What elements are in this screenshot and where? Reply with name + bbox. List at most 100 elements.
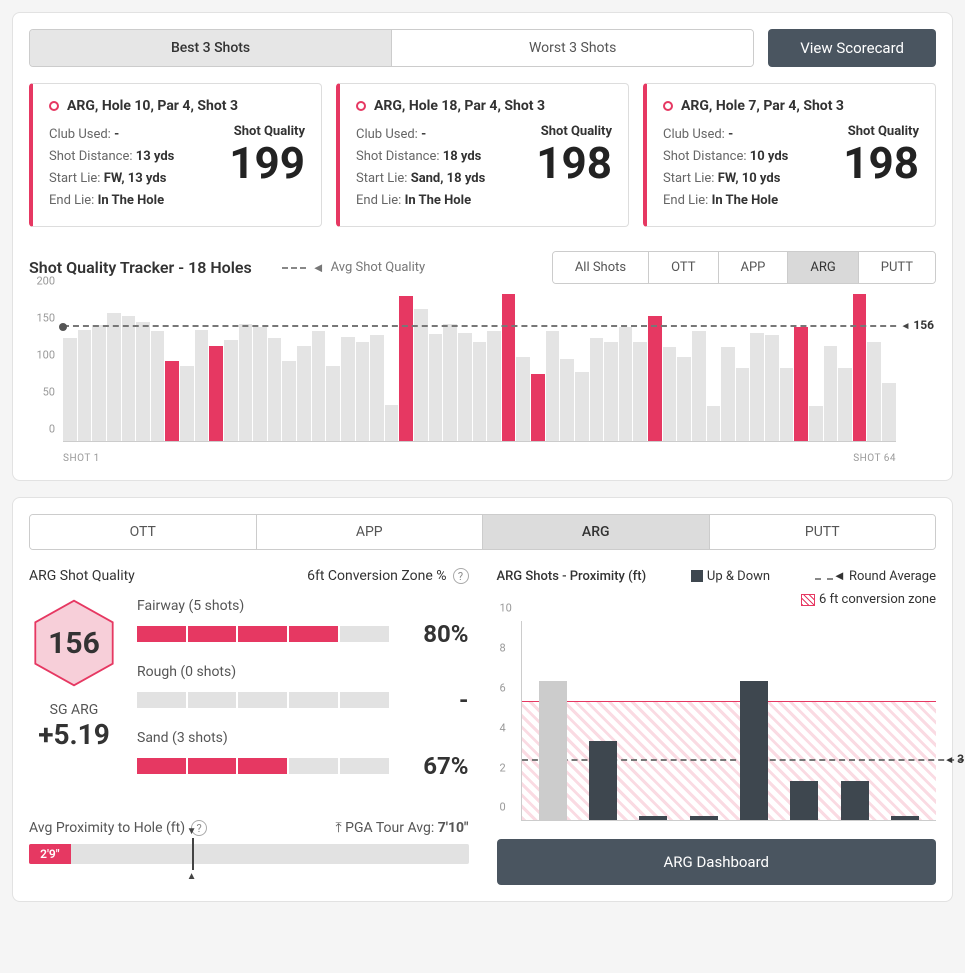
arg-shot-quality-label: ARG Shot Quality <box>29 568 135 584</box>
tab-best-shots[interactable]: Best 3 Shots <box>30 30 392 66</box>
tracker-bar <box>487 331 501 441</box>
legend-round-avg: ◄ Round Average <box>815 568 936 584</box>
avg-proximity-label: Avg Proximity to Hole (ft) <box>29 820 185 836</box>
filter-ott[interactable]: OTT <box>649 252 718 283</box>
hex-quality-column: 156 SG ARG +5.19 <box>29 598 119 796</box>
conversion-label: Fairway (5 shots) <box>137 598 469 614</box>
tracker-bar <box>707 406 721 441</box>
tracker-bar <box>663 347 677 441</box>
filter-all-shots[interactable]: All Shots <box>553 252 649 283</box>
tracker-bar <box>458 333 472 442</box>
conversion-label: Rough (0 shots) <box>137 664 469 680</box>
tracker-bar <box>239 324 253 442</box>
tracker-bar <box>297 346 311 442</box>
proximity-fill: 2'9" <box>29 844 71 864</box>
tracker-bar <box>312 331 326 441</box>
tracker-bar <box>122 316 136 441</box>
tracker-bar <box>385 405 399 442</box>
tracker-bar <box>165 361 179 442</box>
tab-worst-shots[interactable]: Worst 3 Shots <box>392 30 753 66</box>
shot-card[interactable]: ARG, Hole 18, Par 4, Shot 3 Club Used: -… <box>336 83 629 227</box>
proximity-bar <box>891 816 919 820</box>
tracker-bar <box>750 333 764 442</box>
tracker-bar <box>867 342 881 441</box>
view-scorecard-button[interactable]: View Scorecard <box>768 29 936 67</box>
proximity-bar <box>740 681 768 820</box>
tab-ott[interactable]: OTT <box>30 515 257 549</box>
quality-hexagon: 156 <box>29 598 119 688</box>
tracker-bar <box>78 330 92 442</box>
legend-up-down: Up & Down <box>691 569 770 584</box>
conversion-label: Sand (3 shots) <box>137 730 469 746</box>
tracker-bar <box>516 357 530 442</box>
tracker-bar <box>780 368 794 442</box>
tracker-bar <box>282 361 296 442</box>
proximity-bar <box>690 816 718 820</box>
tracker-bar <box>443 324 457 442</box>
tracker-title: Shot Quality Tracker - 18 Holes <box>29 258 252 277</box>
tracker-bar <box>809 406 823 441</box>
tracker-bar <box>473 342 487 441</box>
sg-value: +5.19 <box>38 718 110 751</box>
tracker-bar <box>794 327 808 441</box>
conversion-zone-label: 6ft Conversion Zone % <box>307 568 446 584</box>
tracker-bar <box>253 327 267 441</box>
filter-arg[interactable]: ARG <box>788 252 858 283</box>
tracker-bar <box>736 368 750 442</box>
help-icon[interactable]: ? <box>453 568 469 584</box>
avg-legend: ◄ Avg Shot Quality <box>282 260 425 276</box>
conversion-pct: 67% <box>403 752 469 780</box>
tab-putt[interactable]: PUTT <box>710 515 936 549</box>
legend-conversion-zone: 6 ft conversion zone <box>801 592 936 607</box>
conversion-progress <box>137 626 389 642</box>
tracker-bar <box>882 383 896 442</box>
shot-card[interactable]: ARG, Hole 10, Par 4, Shot 3 Club Used: -… <box>29 83 322 227</box>
tracker-bar <box>63 338 77 441</box>
tracker-bar <box>356 342 370 441</box>
conversion-progress <box>137 758 389 774</box>
bullet-icon <box>356 101 366 111</box>
bullet-icon <box>49 101 59 111</box>
filter-app[interactable]: APP <box>719 252 789 283</box>
tracker-bar <box>341 337 355 441</box>
tracker-bar <box>853 294 867 441</box>
tracker-bar <box>838 368 852 442</box>
x-axis: SHOT 1 SHOT 64 <box>63 453 896 464</box>
filter-putt[interactable]: PUTT <box>859 252 935 283</box>
tracker-bar <box>590 338 604 441</box>
tracker-bar <box>692 331 706 441</box>
tracker-bar <box>224 340 238 441</box>
proximity-bar <box>589 741 617 821</box>
tracker-bar <box>531 374 545 442</box>
arg-dashboard-button[interactable]: ARG Dashboard <box>497 839 937 885</box>
tracker-header: Shot Quality Tracker - 18 Holes ◄ Avg Sh… <box>29 251 936 284</box>
left-column: ARG Shot Quality 6ft Conversion Zone % ?… <box>29 568 469 885</box>
proximity-slider: 2'9" <box>29 844 469 864</box>
proximity-chart-title: ARG Shots - Proximity (ft) <box>497 569 647 584</box>
shots-panel: Best 3 Shots Worst 3 Shots View Scorecar… <box>12 12 953 481</box>
right-column: ARG Shots - Proximity (ft) Up & Down ◄ R… <box>497 568 937 885</box>
tracker-bar <box>107 313 121 442</box>
tab-app[interactable]: APP <box>257 515 484 549</box>
tracker-bar <box>151 331 165 441</box>
top-tab-row: Best 3 Shots Worst 3 Shots View Scorecar… <box>29 29 936 67</box>
conversion-progress <box>137 692 389 708</box>
conversion-pct: 80% <box>403 620 469 648</box>
pga-avg: ⤒ PGA Tour Avg: 7'10" <box>336 820 469 836</box>
bullet-icon <box>663 101 673 111</box>
tracker-bar <box>633 342 647 441</box>
avg-value-label: 156 <box>898 318 936 332</box>
tracker-bar <box>209 346 223 442</box>
tracker-bar <box>502 294 516 441</box>
tracker-bar <box>604 342 618 441</box>
tracker-bar <box>721 347 735 441</box>
shots-segment: Best 3 Shots Worst 3 Shots <box>29 29 754 67</box>
tracker-bar <box>575 372 589 442</box>
proximity-chart: 3 0246810 <box>521 621 937 821</box>
sg-label: SG ARG <box>38 702 110 718</box>
shot-card[interactable]: ARG, Hole 7, Par 4, Shot 3 Club Used: - … <box>643 83 936 227</box>
tracker-bar <box>370 335 384 442</box>
tab-arg[interactable]: ARG <box>483 515 710 549</box>
proximity-bar <box>539 681 567 820</box>
proximity-bar <box>639 816 667 820</box>
